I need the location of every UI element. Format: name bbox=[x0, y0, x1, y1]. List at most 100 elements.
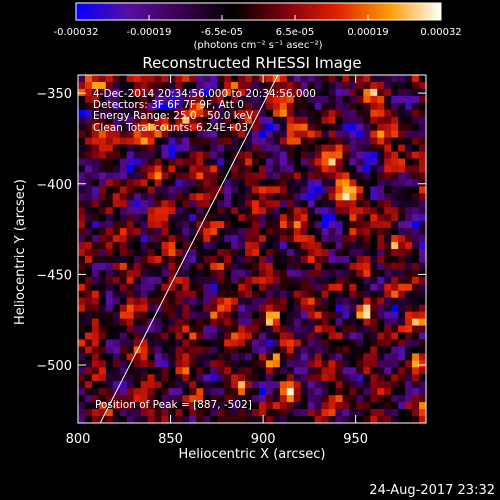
heatmap-cell bbox=[307, 416, 316, 423]
heatmap-cell bbox=[279, 311, 288, 320]
heatmap-cell bbox=[272, 290, 281, 299]
heatmap-cell bbox=[210, 409, 218, 417]
heatmap-cell bbox=[78, 276, 86, 285]
heatmap-cell bbox=[112, 318, 121, 327]
heatmap-cell bbox=[307, 81, 316, 90]
heatmap-cell bbox=[203, 95, 211, 104]
heatmap-cell bbox=[112, 151, 121, 160]
heatmap-cell bbox=[405, 416, 413, 423]
heatmap-cell bbox=[147, 228, 156, 236]
heatmap-cell bbox=[245, 158, 253, 167]
heatmap-cell bbox=[182, 165, 190, 174]
heatmap-cell bbox=[84, 137, 93, 146]
heatmap-cell bbox=[182, 228, 190, 236]
heatmap-cell bbox=[238, 339, 246, 348]
heatmap-cell bbox=[140, 165, 149, 174]
heatmap-cell bbox=[419, 207, 426, 215]
heatmap-cell bbox=[384, 388, 392, 396]
heatmap-cell bbox=[78, 249, 86, 257]
heatmap-cell bbox=[419, 276, 426, 285]
heatmap-cell bbox=[412, 186, 420, 194]
heatmap-cell bbox=[84, 318, 93, 327]
heatmap-cell bbox=[363, 297, 371, 306]
heatmap-cell bbox=[91, 262, 100, 271]
heatmap-cell bbox=[210, 290, 218, 299]
heatmap-cell bbox=[405, 269, 413, 278]
heatmap-cell bbox=[147, 304, 156, 313]
heatmap-cell bbox=[279, 297, 288, 306]
heatmap-cell bbox=[300, 346, 309, 354]
heatmap-cell bbox=[398, 158, 406, 167]
heatmap-cell bbox=[370, 353, 378, 361]
heatmap-cell bbox=[140, 249, 149, 257]
heatmap-cell bbox=[398, 360, 406, 368]
heatmap-cell bbox=[258, 318, 267, 327]
heatmap-cell bbox=[105, 75, 114, 83]
heatmap-cell bbox=[342, 276, 351, 285]
heatmap-cell bbox=[300, 144, 309, 153]
heatmap-cell bbox=[258, 228, 267, 236]
heatmap-cell bbox=[314, 388, 323, 396]
heatmap-cell bbox=[189, 318, 197, 327]
heatmap-cell bbox=[307, 332, 316, 341]
heatmap-cell bbox=[272, 88, 281, 97]
heatmap-cell bbox=[84, 395, 93, 403]
heatmap-cell bbox=[105, 262, 114, 271]
heatmap-cell bbox=[328, 158, 337, 167]
heatmap-cell bbox=[398, 200, 406, 208]
heatmap-cell bbox=[133, 269, 142, 278]
heatmap-cell bbox=[419, 172, 426, 180]
heatmap-cell bbox=[300, 81, 309, 90]
heatmap-cell bbox=[391, 353, 399, 361]
heatmap-cell bbox=[203, 137, 211, 146]
heatmap-cell bbox=[252, 262, 260, 271]
heatmap-cell bbox=[265, 228, 274, 236]
heatmap-cell bbox=[140, 109, 149, 118]
heatmap-cell bbox=[412, 249, 420, 257]
heatmap-cell bbox=[224, 200, 232, 208]
heatmap-cell bbox=[398, 332, 406, 341]
heatmap-cell bbox=[335, 381, 344, 389]
heatmap-cell bbox=[391, 151, 399, 160]
heatmap-cell bbox=[412, 325, 420, 334]
heatmap-cell bbox=[119, 102, 128, 111]
heatmap-cell bbox=[112, 102, 121, 111]
heatmap-cell bbox=[314, 109, 323, 118]
y-tick-label: −400 bbox=[36, 178, 72, 193]
heatmap-cell bbox=[391, 81, 399, 90]
heatmap-cell bbox=[78, 353, 86, 361]
heatmap-cell bbox=[419, 214, 426, 222]
heatmap-cell bbox=[203, 186, 211, 194]
heatmap-cell bbox=[175, 81, 183, 90]
heatmap-cell bbox=[168, 388, 177, 396]
heatmap-cell bbox=[196, 297, 204, 306]
heatmap-cell bbox=[356, 172, 364, 180]
heatmap-cell bbox=[391, 144, 399, 153]
heatmap-cell bbox=[363, 200, 371, 208]
heatmap-cell bbox=[231, 311, 239, 320]
heatmap-cell bbox=[272, 381, 281, 389]
heatmap-cell bbox=[349, 360, 357, 368]
heatmap-cell bbox=[182, 374, 190, 382]
heatmap-cell bbox=[210, 374, 218, 382]
heatmap-cell bbox=[314, 395, 323, 403]
heatmap-cell bbox=[224, 409, 232, 417]
heatmap-cell bbox=[279, 165, 288, 174]
heatmap-cell bbox=[245, 395, 253, 403]
heatmap-cell bbox=[112, 416, 121, 423]
heatmap-cell bbox=[258, 276, 267, 285]
heatmap-cell bbox=[245, 228, 253, 236]
heatmap-cell bbox=[335, 137, 344, 146]
heatmap-cell bbox=[356, 269, 364, 278]
heatmap-cell bbox=[140, 269, 149, 278]
heatmap-cell bbox=[349, 402, 357, 410]
heatmap-cell bbox=[307, 269, 316, 278]
heatmap-cell bbox=[140, 116, 149, 125]
heatmap-cell bbox=[161, 123, 170, 132]
heatmap-cell bbox=[126, 214, 135, 222]
heatmap-cell bbox=[231, 360, 239, 368]
heatmap-cell bbox=[314, 353, 323, 361]
heatmap-cell bbox=[293, 214, 302, 222]
heatmap-cell bbox=[272, 207, 281, 215]
colorbar-tick-label: 0.00019 bbox=[347, 27, 388, 38]
